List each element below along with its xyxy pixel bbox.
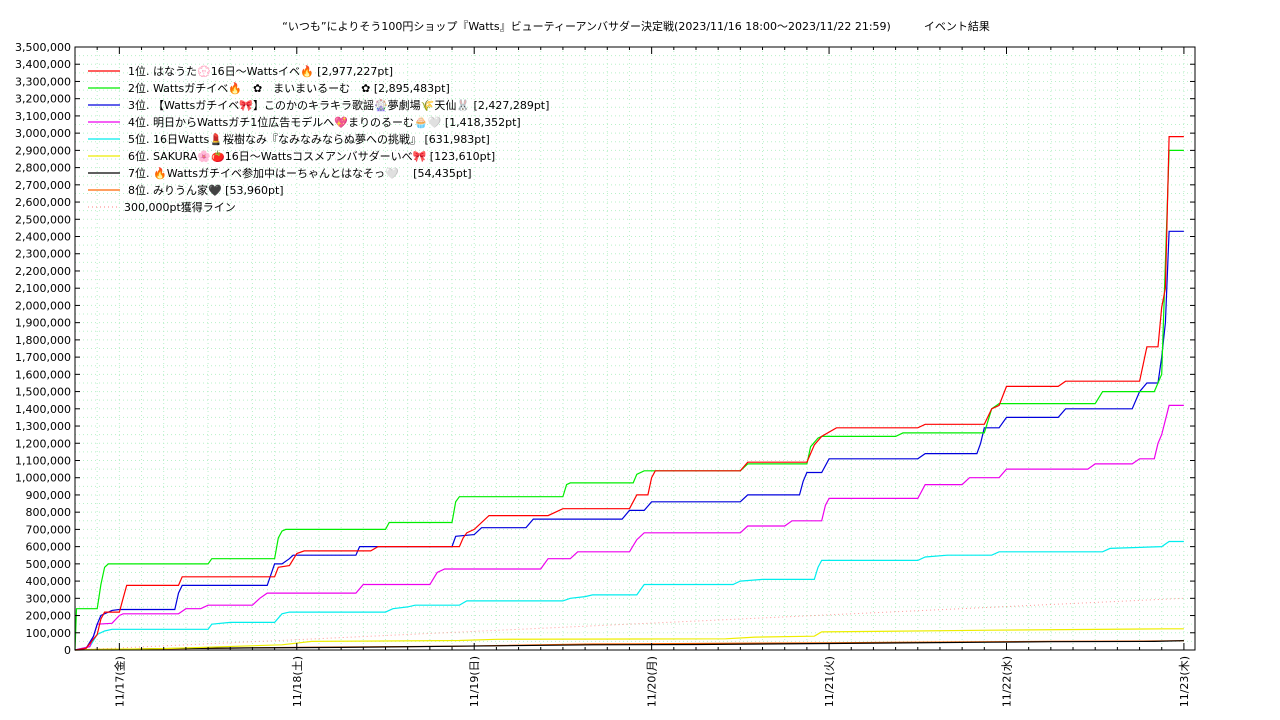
y-tick-label: 3,400,000 — [15, 58, 71, 71]
y-tick-label: 1,500,000 — [15, 386, 71, 399]
y-tick-label: 3,300,000 — [15, 75, 71, 88]
legend-entry: 8位. みりうん家🖤 [53,960pt] — [128, 183, 284, 197]
legend-entry: 4位. 明日からWattsガチ1位広告モデルへ💖まりのるーむ🧁🤍 [1,418,… — [128, 115, 521, 129]
series-line — [74, 230, 1184, 651]
series-line — [74, 149, 1184, 651]
y-tick-label: 1,300,000 — [15, 420, 71, 433]
series-line — [74, 136, 1184, 651]
legend-entry: 1位. はなうた💮16日〜Wattsイベ🔥 [2,977,227pt] — [128, 64, 393, 78]
grid — [74, 47, 1195, 650]
y-tick-label: 500,000 — [26, 558, 72, 571]
y-tick-label: 300,000 — [26, 592, 72, 605]
y-tick-label: 3,100,000 — [15, 110, 71, 123]
series-line — [74, 628, 1184, 651]
chart-title: “いつも”によりそう100円ショップ『Watts』ビューティーアンバサダー決定戦… — [282, 19, 990, 33]
y-tick-label: 100,000 — [26, 627, 72, 640]
x-tick-label: 11/23(木) — [1178, 656, 1191, 707]
y-tick-label: 2,400,000 — [15, 231, 71, 244]
y-tick-label: 1,700,000 — [15, 351, 71, 364]
y-tick-label: 3,200,000 — [15, 93, 71, 106]
y-tick-label: 2,900,000 — [15, 144, 71, 157]
legend-entry: 7位. 🔥Wattsガチイベ参加中はーちゃんとはなそっ🤍 [54,435pt] — [128, 166, 472, 180]
y-tick-label: 700,000 — [26, 523, 72, 536]
legend-entry: 2位. Wattsガチイベ🔥 ✿ まいまいるーむ ✿ [2,895,483pt] — [128, 81, 450, 95]
x-tick-label: 11/20(月) — [646, 656, 659, 707]
y-tick-label: 2,000,000 — [15, 299, 71, 312]
legend: 1位. はなうた💮16日〜Wattsイベ🔥 [2,977,227pt] 2位. W… — [88, 64, 549, 214]
x-tick-label: 11/17(金) — [112, 656, 126, 707]
y-tick-label: 2,200,000 — [15, 265, 71, 278]
y-tick-label: 1,400,000 — [15, 403, 71, 416]
y-tick-label: 200,000 — [26, 610, 72, 623]
y-tick-label: 2,800,000 — [15, 162, 71, 175]
y-tick-label: 1,900,000 — [15, 317, 71, 330]
y-tick-label: 2,500,000 — [15, 213, 71, 226]
series-line — [74, 540, 1184, 651]
y-tick-label: 2,100,000 — [15, 282, 71, 295]
legend-entry: 300,000pt獲得ライン — [124, 201, 236, 214]
y-tick-label: 2,300,000 — [15, 248, 71, 261]
y-tick-label: 2,700,000 — [15, 179, 71, 192]
legend-entry: 3位. 【Wattsガチイベ🎀】このかのキラキラ歌謡🎡夢劇場🌾天仙🐰 [2,42… — [128, 98, 549, 112]
x-tick-label: 11/18(土) — [291, 656, 304, 707]
y-tick-label: 3,000,000 — [15, 127, 71, 140]
plot-frame — [74, 46, 1196, 651]
y-tick-label: 0 — [64, 644, 71, 657]
y-tick-label: 1,800,000 — [15, 334, 71, 347]
y-tick-label: 1,600,000 — [15, 368, 71, 381]
y-tick-label: 1,200,000 — [15, 437, 71, 450]
y-tick-label: 3,500,000 — [15, 41, 71, 54]
y-tick-label: 600,000 — [26, 541, 72, 554]
series-layer — [74, 136, 1184, 651]
x-tick-label: 11/21(火) — [823, 656, 836, 707]
x-axis: 11/17(金) 11/18(土) 11/19(日) 11/20(月) 11/21(火)… — [112, 656, 1191, 707]
y-tick-label: 800,000 — [26, 506, 72, 519]
legend-entry: 6位. SAKURA🌸🍅16日〜Wattsコスメアンバサダーいべ🎀 [123,6… — [128, 149, 495, 163]
series-line — [74, 404, 1184, 651]
y-tick-label: 2,600,000 — [15, 196, 71, 209]
y-tick-label: 1,000,000 — [15, 472, 71, 485]
y-tick-label: 1,100,000 — [15, 454, 71, 467]
legend-entry: 5位. 16日Watts💄桜樹なみ『なみなみならぬ夢への挑戦』 [631,983… — [128, 132, 490, 146]
y-tick-label: 900,000 — [26, 489, 72, 502]
y-axis: 0 100,000 200,000 300,000 400,000 500,000 600,… — [15, 41, 1195, 657]
x-tick-label: 11/22(水) — [1000, 656, 1013, 707]
y-tick-label: 400,000 — [26, 575, 72, 588]
x-tick-label: 11/19(日) — [468, 656, 481, 707]
